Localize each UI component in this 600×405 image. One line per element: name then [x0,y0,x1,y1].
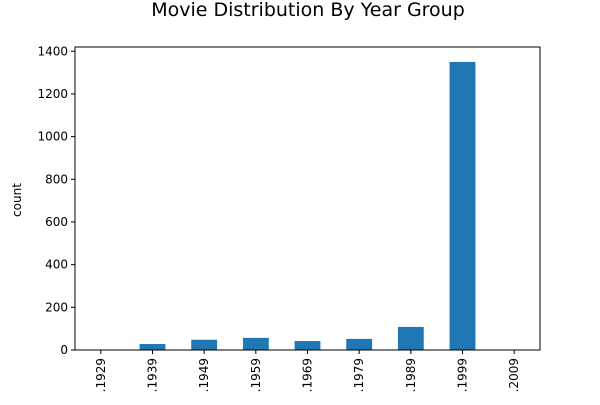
bar-1959 [243,338,269,350]
bar-1989 [398,327,424,350]
x-tick-label: .1939 [146,358,160,392]
x-tick-label: .1969 [301,358,315,392]
y-tick-label: 1200 [37,87,68,101]
y-tick-label: 800 [45,172,68,186]
bar-1949 [191,340,217,350]
y-tick-label: 0 [60,343,68,357]
x-tick-label: .1959 [249,358,263,392]
x-tick-label: .1929 [94,358,108,392]
x-tick-label: .1949 [197,358,211,392]
y-tick-label: 1000 [37,130,68,144]
y-tick-label: 200 [45,300,68,314]
bar-1999 [450,62,476,350]
x-tick-label: .1999 [456,358,470,392]
bar-1979 [346,339,372,350]
y-axis-ticks: 0 200 400 600 800 1000 1200 1400 [37,44,75,357]
bars-group [88,62,475,350]
chart-title: Movie Distribution By Year Group [151,0,465,21]
x-axis-ticks: .1929 .1939 .1949 .1959 .1969 .1979 .1989 .1999… [94,350,521,392]
y-tick-label: 400 [45,258,68,272]
y-axis-label: count [10,183,24,217]
x-tick-label: .1989 [404,358,418,392]
bar-1969 [295,341,321,350]
bar-1939 [140,344,166,350]
y-tick-label: 1400 [37,44,68,58]
y-tick-label: 600 [45,215,68,229]
x-tick-label: .1979 [352,358,366,392]
x-tick-label: .2009 [507,358,521,392]
